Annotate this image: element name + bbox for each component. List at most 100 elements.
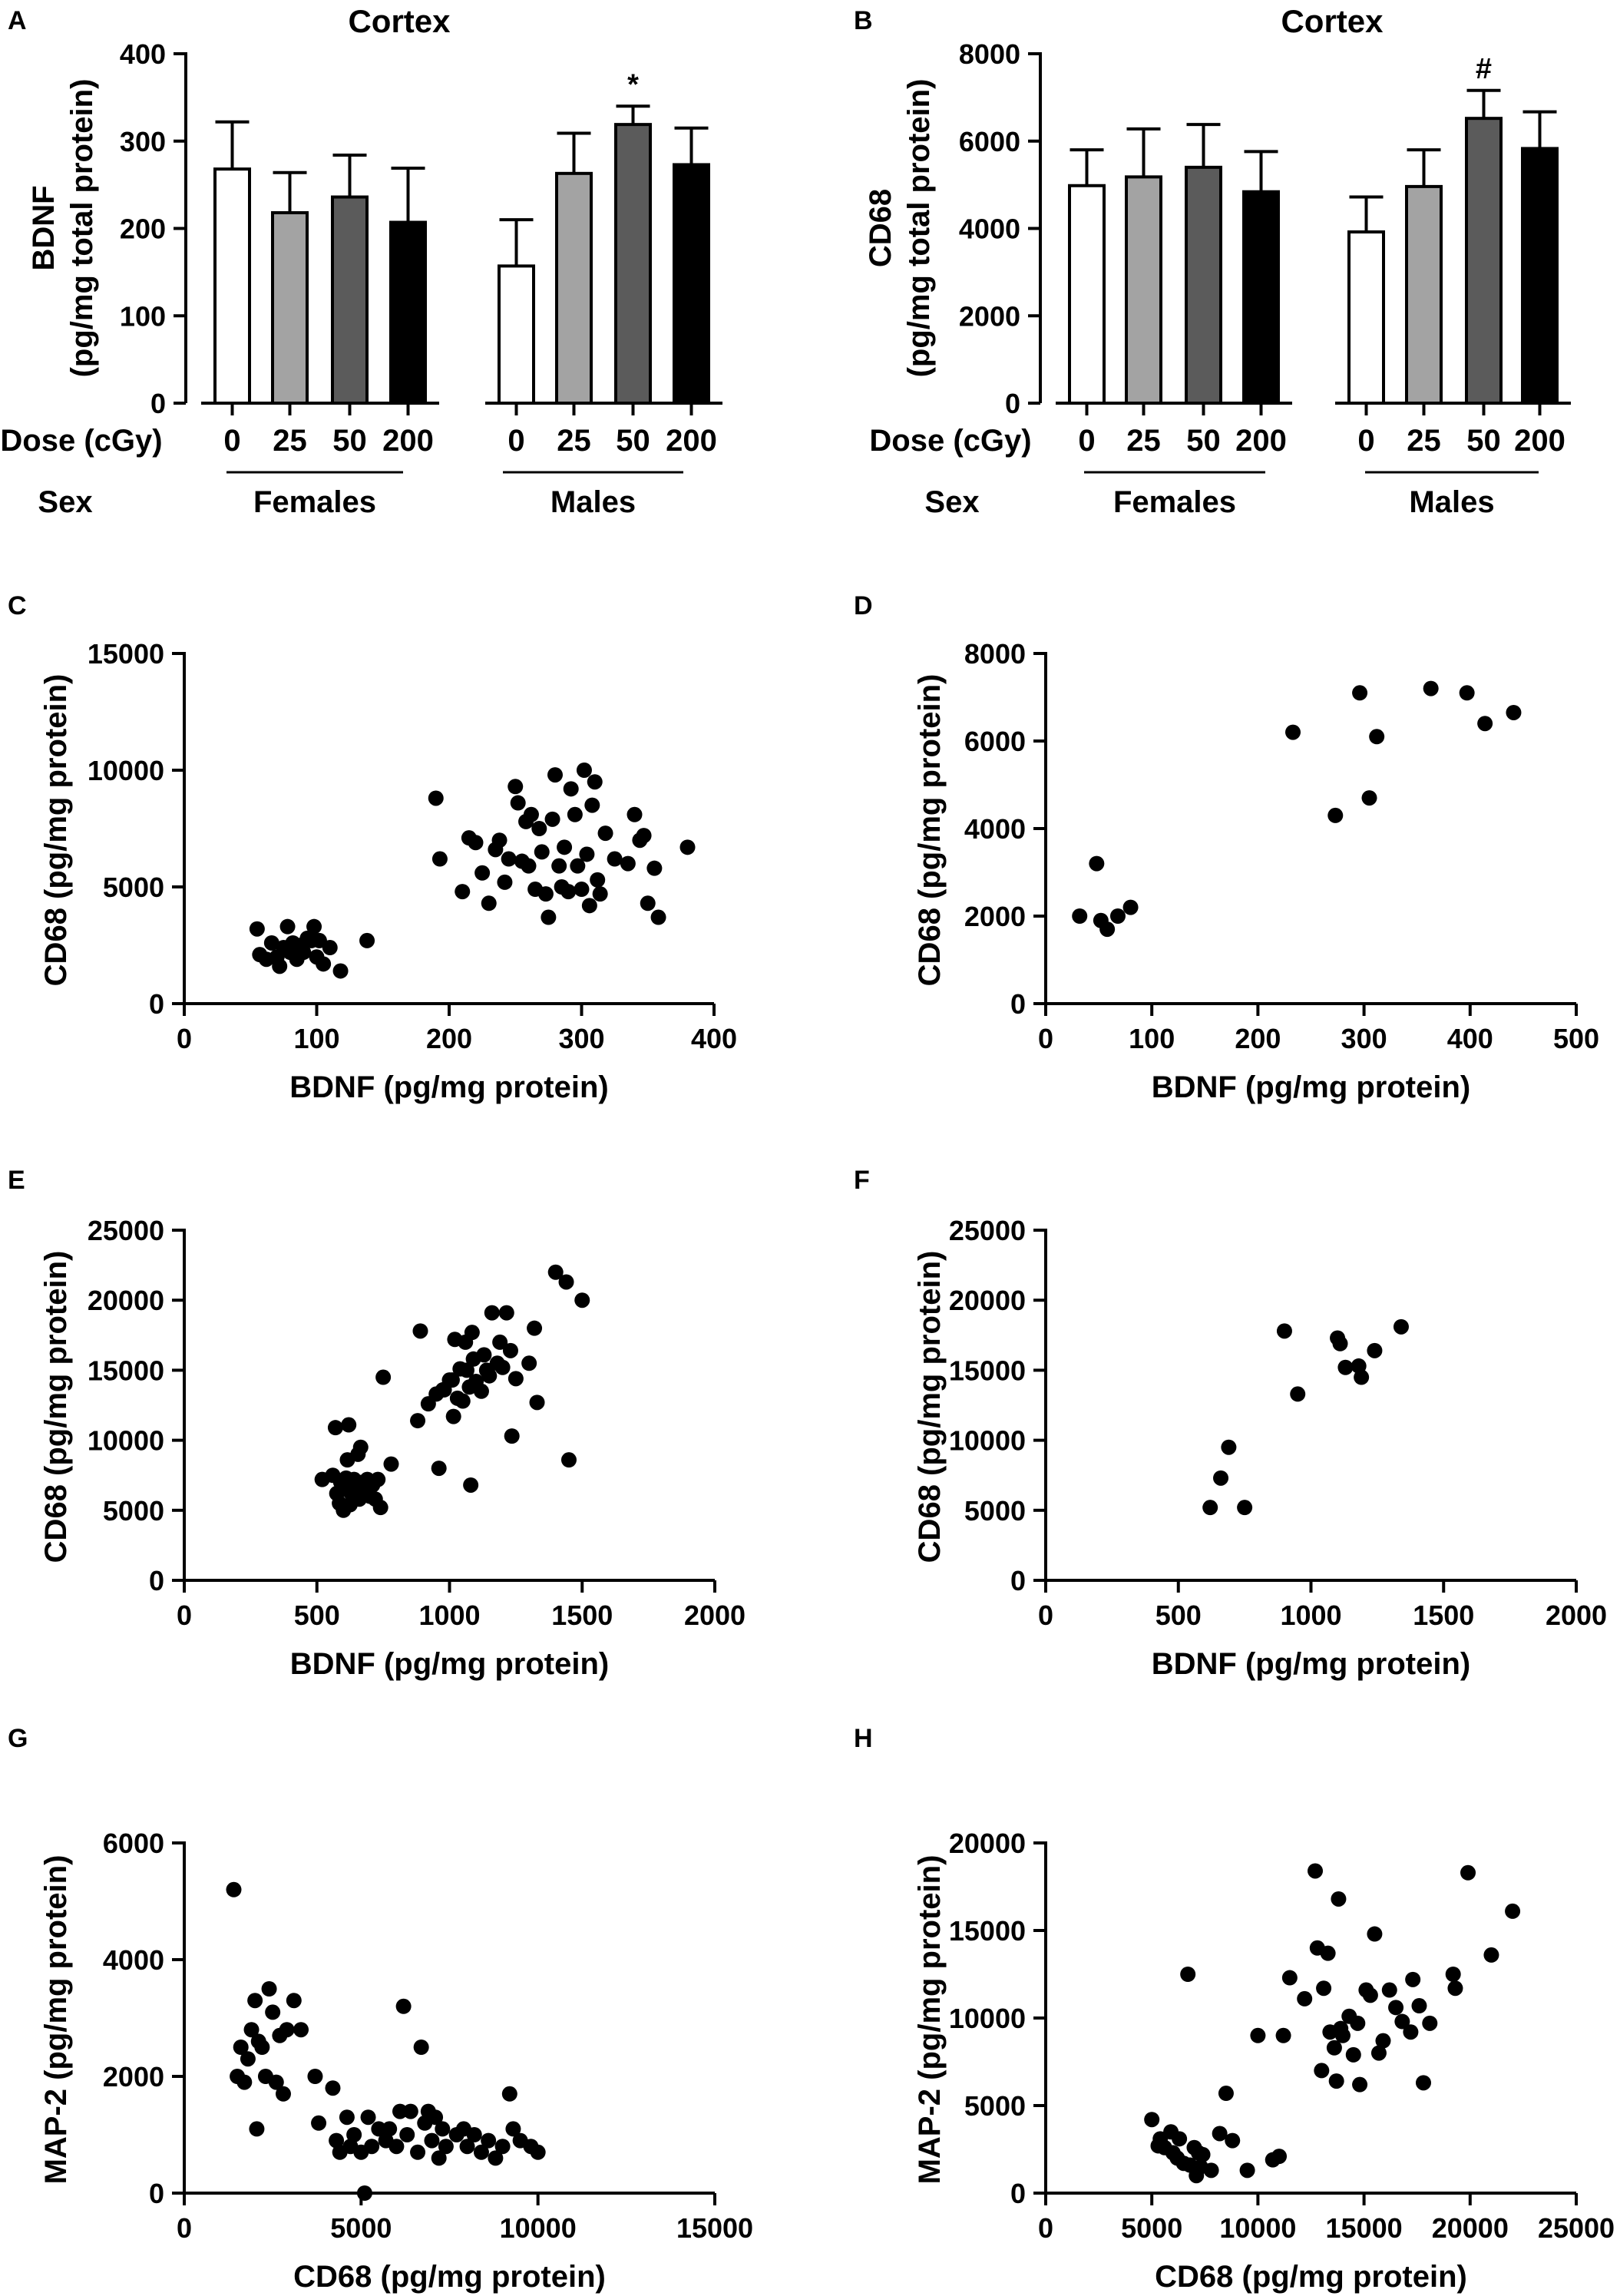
data-point [627, 806, 643, 822]
data-point [383, 1456, 399, 1472]
sex-axis-title: Sex [924, 485, 979, 519]
y-tick-label: 8000 [959, 38, 1020, 70]
data-point [584, 797, 600, 813]
data-point [474, 865, 491, 881]
panel-f: F 0 5000 10000 15000 20000 25000 0 500 1000 1500 2… [854, 1166, 1607, 1681]
x-axis-label: BDNF (pg/mg protein) [1152, 1070, 1471, 1104]
data-point [243, 2022, 260, 2038]
data-point [1369, 729, 1385, 745]
y-tick-label: 5000 [964, 2090, 1026, 2122]
data-point [1331, 1891, 1347, 1907]
panel-d: D 0 2000 4000 6000 8000 0 100 200 300 400 500 BDNF … [854, 591, 1599, 1104]
data-point [455, 884, 471, 900]
y-tick-label: 2000 [959, 300, 1020, 332]
data-point [444, 1372, 460, 1388]
data-point [592, 886, 608, 902]
y-tick-label: 20000 [88, 1285, 164, 1316]
data-point [329, 2132, 345, 2149]
bar [1405, 184, 1443, 405]
y-tick-label: 25000 [88, 1215, 164, 1246]
y-axis-label: CD68 (pg/mg total protein) [864, 79, 936, 378]
x-tick-label: 0 [177, 1023, 192, 1054]
data-point [316, 956, 332, 972]
data-point [510, 795, 526, 811]
y-tick-label: 2000 [103, 2061, 164, 2093]
data-point [249, 921, 265, 937]
data-point [531, 821, 547, 836]
data-point [1403, 2024, 1419, 2040]
data-point [1250, 2027, 1266, 2043]
x-tick-label: 15000 [1326, 2212, 1403, 2244]
chart-title: Cortex [1281, 3, 1384, 39]
y-tick-label: 0 [1010, 988, 1026, 1020]
data-point [445, 1408, 461, 1424]
bar [1465, 117, 1503, 405]
data-point [1089, 855, 1105, 872]
bar [1521, 147, 1559, 405]
y-tick-label: 4000 [964, 813, 1026, 845]
panel-g: G 0 2000 4000 6000 0 5000 10000 15000 CD68 (pg/m… [8, 1724, 753, 2294]
data-point [327, 1420, 343, 1436]
dose-label: 25 [273, 424, 307, 458]
data-point [322, 940, 338, 956]
data-point [370, 1471, 386, 1487]
data-point [464, 1325, 480, 1341]
data-point [527, 1320, 543, 1336]
data-point [307, 2069, 323, 2084]
data-point [435, 2121, 451, 2137]
y-tick-label: 2000 [964, 901, 1026, 932]
dose-label: 50 [616, 424, 650, 458]
scatter-chart-d: 0 2000 4000 6000 8000 0 100 200 300 400 500 BDNF (p… [913, 638, 1599, 1104]
data-point [1237, 1500, 1253, 1516]
y-tick-label: 20000 [949, 1828, 1026, 1859]
data-point [1285, 724, 1301, 740]
data-point [236, 2074, 253, 2090]
data-point [1388, 2000, 1404, 2016]
data-point [547, 1264, 564, 1280]
data-point [1411, 1998, 1427, 2014]
data-point [534, 844, 550, 860]
dose-label: 50 [332, 424, 367, 458]
y-axis-label-line: (pg/mg total protein) [902, 79, 936, 378]
scatter-chart-c: 0 5000 10000 15000 0 100 200 300 400 BDNF (pg/mg … [39, 638, 737, 1104]
data-point [560, 1452, 577, 1468]
data-point [607, 851, 623, 867]
x-tick-label: 5000 [1121, 2212, 1182, 2244]
data-point [1334, 2027, 1351, 2043]
panel-h: H 0 5000 10000 15000 20000 0 5000 10000 15000 200… [854, 1724, 1615, 2294]
data-point [1459, 685, 1475, 701]
bar [389, 220, 427, 405]
data-point [498, 1305, 514, 1321]
data-point [388, 2139, 405, 2155]
significance-mark: # [1476, 53, 1492, 85]
data-point [497, 874, 513, 890]
data-point [399, 2127, 415, 2142]
data-point [263, 935, 279, 951]
y-tick-label: 4000 [103, 1944, 164, 1976]
data-point [1393, 1318, 1409, 1335]
y-axis-label: CD68 (pg/mg protein) [39, 1251, 73, 1563]
dose-axis-title: Dose (cGy) [869, 424, 1031, 458]
data-point [1202, 1500, 1218, 1516]
data-point [247, 1993, 263, 2009]
data-point [557, 839, 573, 855]
data-point [620, 855, 636, 872]
data-point [587, 774, 603, 790]
data-point [352, 1439, 369, 1455]
data-point [1352, 2076, 1368, 2093]
data-point [1225, 2132, 1241, 2149]
y-axis-label-line: CD68 [864, 189, 898, 267]
y-tick-label: 15000 [88, 1355, 164, 1386]
y-tick-label: 4000 [959, 213, 1020, 245]
y-axis-label: CD68 (pg/mg protein) [913, 674, 947, 987]
x-tick-label: 100 [1129, 1023, 1175, 1054]
data-point [1354, 1369, 1370, 1385]
data-point [579, 846, 595, 862]
data-point [1320, 1945, 1336, 1961]
panel-a: A Cortex BDNF (pg/mg total protein) 0 100 200… [0, 3, 722, 519]
x-tick-label: 15000 [676, 2212, 753, 2244]
dose-label: 50 [1466, 424, 1501, 458]
data-point [1099, 921, 1116, 938]
y-axis-label: MAP-2 (pg/mg protein) [913, 1855, 947, 2185]
